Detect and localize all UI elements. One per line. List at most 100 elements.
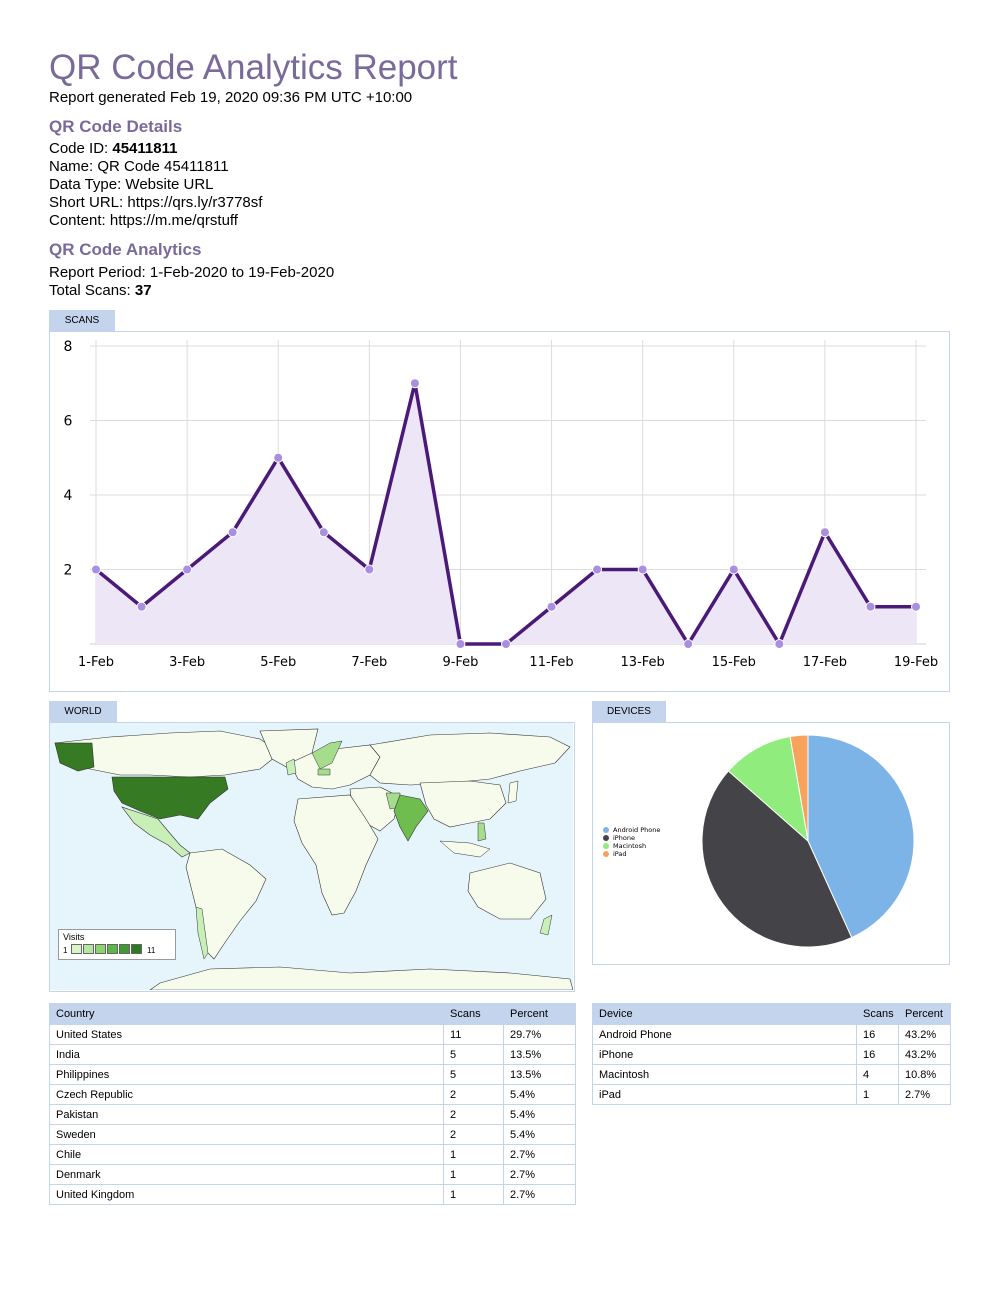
x-tick-label: 15-Feb <box>712 655 756 670</box>
table-row: Czech Republic 2 5.4% <box>49 1084 576 1105</box>
analytics-heading: QR Code Analytics <box>49 240 202 259</box>
map-legend-swatch <box>107 944 118 954</box>
table-row: iPhone 16 43.2% <box>592 1044 951 1065</box>
percent-cell: 10.8% <box>898 1064 951 1085</box>
name-cell: Philippines <box>49 1064 444 1085</box>
pie-legend-dot <box>603 835 609 841</box>
pie-legend-item: Android Phone <box>603 826 660 834</box>
map-land-uk <box>285 758 297 776</box>
scans-point <box>637 564 648 575</box>
pie-legend-label: iPhone <box>613 834 635 842</box>
percent-cell: 43.2% <box>898 1024 951 1045</box>
x-tick-label: 17-Feb <box>803 655 847 670</box>
pie-legend-dot <box>603 851 609 857</box>
name-cell: Pakistan <box>49 1104 444 1125</box>
map-land-russia <box>369 732 571 786</box>
world-map <box>50 723 574 991</box>
scans-line-chart: 2 4 6 8 1-Feb 3-Feb 5-Feb 7-Feb 9-Feb 11-Feb 13-Fe… <box>64 339 939 670</box>
total-scans-value: 37 <box>134 282 152 299</box>
content-line: Content: https://m.me/qrstuff <box>49 212 238 229</box>
x-tick-label: 19-Feb <box>894 655 938 670</box>
y-tick-label: 6 <box>64 414 73 430</box>
total-scans-label: Total Scans: <box>49 282 135 299</box>
percent-cell: 2.7% <box>503 1184 576 1205</box>
y-tick-label: 8 <box>64 339 73 355</box>
pie-legend-item: iPhone <box>603 834 660 842</box>
map-land-africa <box>293 794 379 916</box>
scans-point <box>182 564 193 575</box>
pie-legend-label: Android Phone <box>613 826 661 834</box>
pie-legend: Android Phone iPhone Macintosh iPad <box>603 826 660 858</box>
map-land-sweden <box>311 740 343 770</box>
map-land-new-zealand <box>539 914 553 936</box>
code-id-line: Code ID: 45411811 <box>49 140 177 157</box>
scans-cell: 11 <box>443 1024 504 1045</box>
country-header: Country <box>49 1003 444 1025</box>
percent-cell: 13.5% <box>503 1044 576 1065</box>
name-cell: Denmark <box>49 1164 444 1185</box>
scans-cell: 2 <box>443 1084 504 1105</box>
percent-cell: 2.7% <box>503 1144 576 1165</box>
scans-point <box>546 601 557 612</box>
y-tick-label: 2 <box>64 563 73 579</box>
details-heading: QR Code Details <box>49 117 183 136</box>
percent-header: Percent <box>503 1003 576 1025</box>
map-land-mexico <box>121 806 191 858</box>
percent-cell: 5.4% <box>503 1084 576 1105</box>
scans-point <box>819 527 830 538</box>
map-land-chile <box>195 906 209 960</box>
pie-legend-item: iPad <box>603 850 660 858</box>
percent-cell: 5.4% <box>503 1104 576 1125</box>
report-title: QR Code Analytics Report <box>49 48 458 87</box>
scans-cell: 5 <box>443 1044 504 1065</box>
scans-point <box>911 601 921 612</box>
pie-legend-dot <box>603 843 609 849</box>
percent-cell: 2.7% <box>503 1164 576 1185</box>
map-land-japan <box>507 780 519 804</box>
scans-cell: 1 <box>856 1084 899 1105</box>
table-row: Macintosh 4 10.8% <box>592 1064 951 1085</box>
code-id-value: 45411811 <box>112 140 178 157</box>
pie-slice <box>789 734 809 842</box>
map-legend-swatch <box>119 944 130 954</box>
table-row: United Kingdom 1 2.7% <box>49 1184 576 1205</box>
pie-legend-label: Macintosh <box>613 842 647 850</box>
percent-cell: 2.7% <box>898 1084 951 1105</box>
pie-slice <box>807 734 915 939</box>
map-land-canada <box>54 730 281 778</box>
scans-cell: 4 <box>856 1064 899 1085</box>
name-cell: United Kingdom <box>49 1184 444 1205</box>
scans-cell: 1 <box>443 1164 504 1185</box>
table-row: Sweden 2 5.4% <box>49 1124 576 1145</box>
scans-point <box>865 601 876 612</box>
scans-header: Scans <box>443 1003 504 1025</box>
scans-point <box>774 639 785 649</box>
map-legend-title: Visits <box>63 932 85 942</box>
x-tick-label: 11-Feb <box>529 655 573 670</box>
pie-legend-label: iPad <box>613 850 627 858</box>
map-land-usa <box>111 776 229 820</box>
map-legend-swatch <box>131 944 142 954</box>
percent-cell: 43.2% <box>898 1044 951 1065</box>
scans-cell: 5 <box>443 1064 504 1085</box>
table-row: Philippines 5 13.5% <box>49 1064 576 1085</box>
pie-legend-item: Macintosh <box>603 842 660 850</box>
map-land-alaska <box>54 742 95 772</box>
scans-point <box>592 564 603 575</box>
pie-legend-dot <box>603 827 609 833</box>
map-land-south-america <box>185 848 267 960</box>
x-tick-label: 1-Feb <box>78 655 114 670</box>
map-land-indonesia <box>439 840 491 858</box>
map-legend-scale <box>71 944 143 954</box>
percent-cell: 29.7% <box>503 1024 576 1045</box>
pie-slice <box>701 770 853 948</box>
map-land-czech <box>317 768 331 776</box>
map-legend-swatch <box>95 944 106 954</box>
table-row: Pakistan 2 5.4% <box>49 1104 576 1125</box>
name-cell: Sweden <box>49 1124 444 1145</box>
table-row: Android Phone 16 43.2% <box>592 1024 951 1045</box>
name-cell: United States <box>49 1024 444 1045</box>
table-row: India 5 13.5% <box>49 1044 576 1065</box>
world-panel: Visits 1 11 <box>49 722 575 992</box>
scans-point <box>364 564 375 575</box>
